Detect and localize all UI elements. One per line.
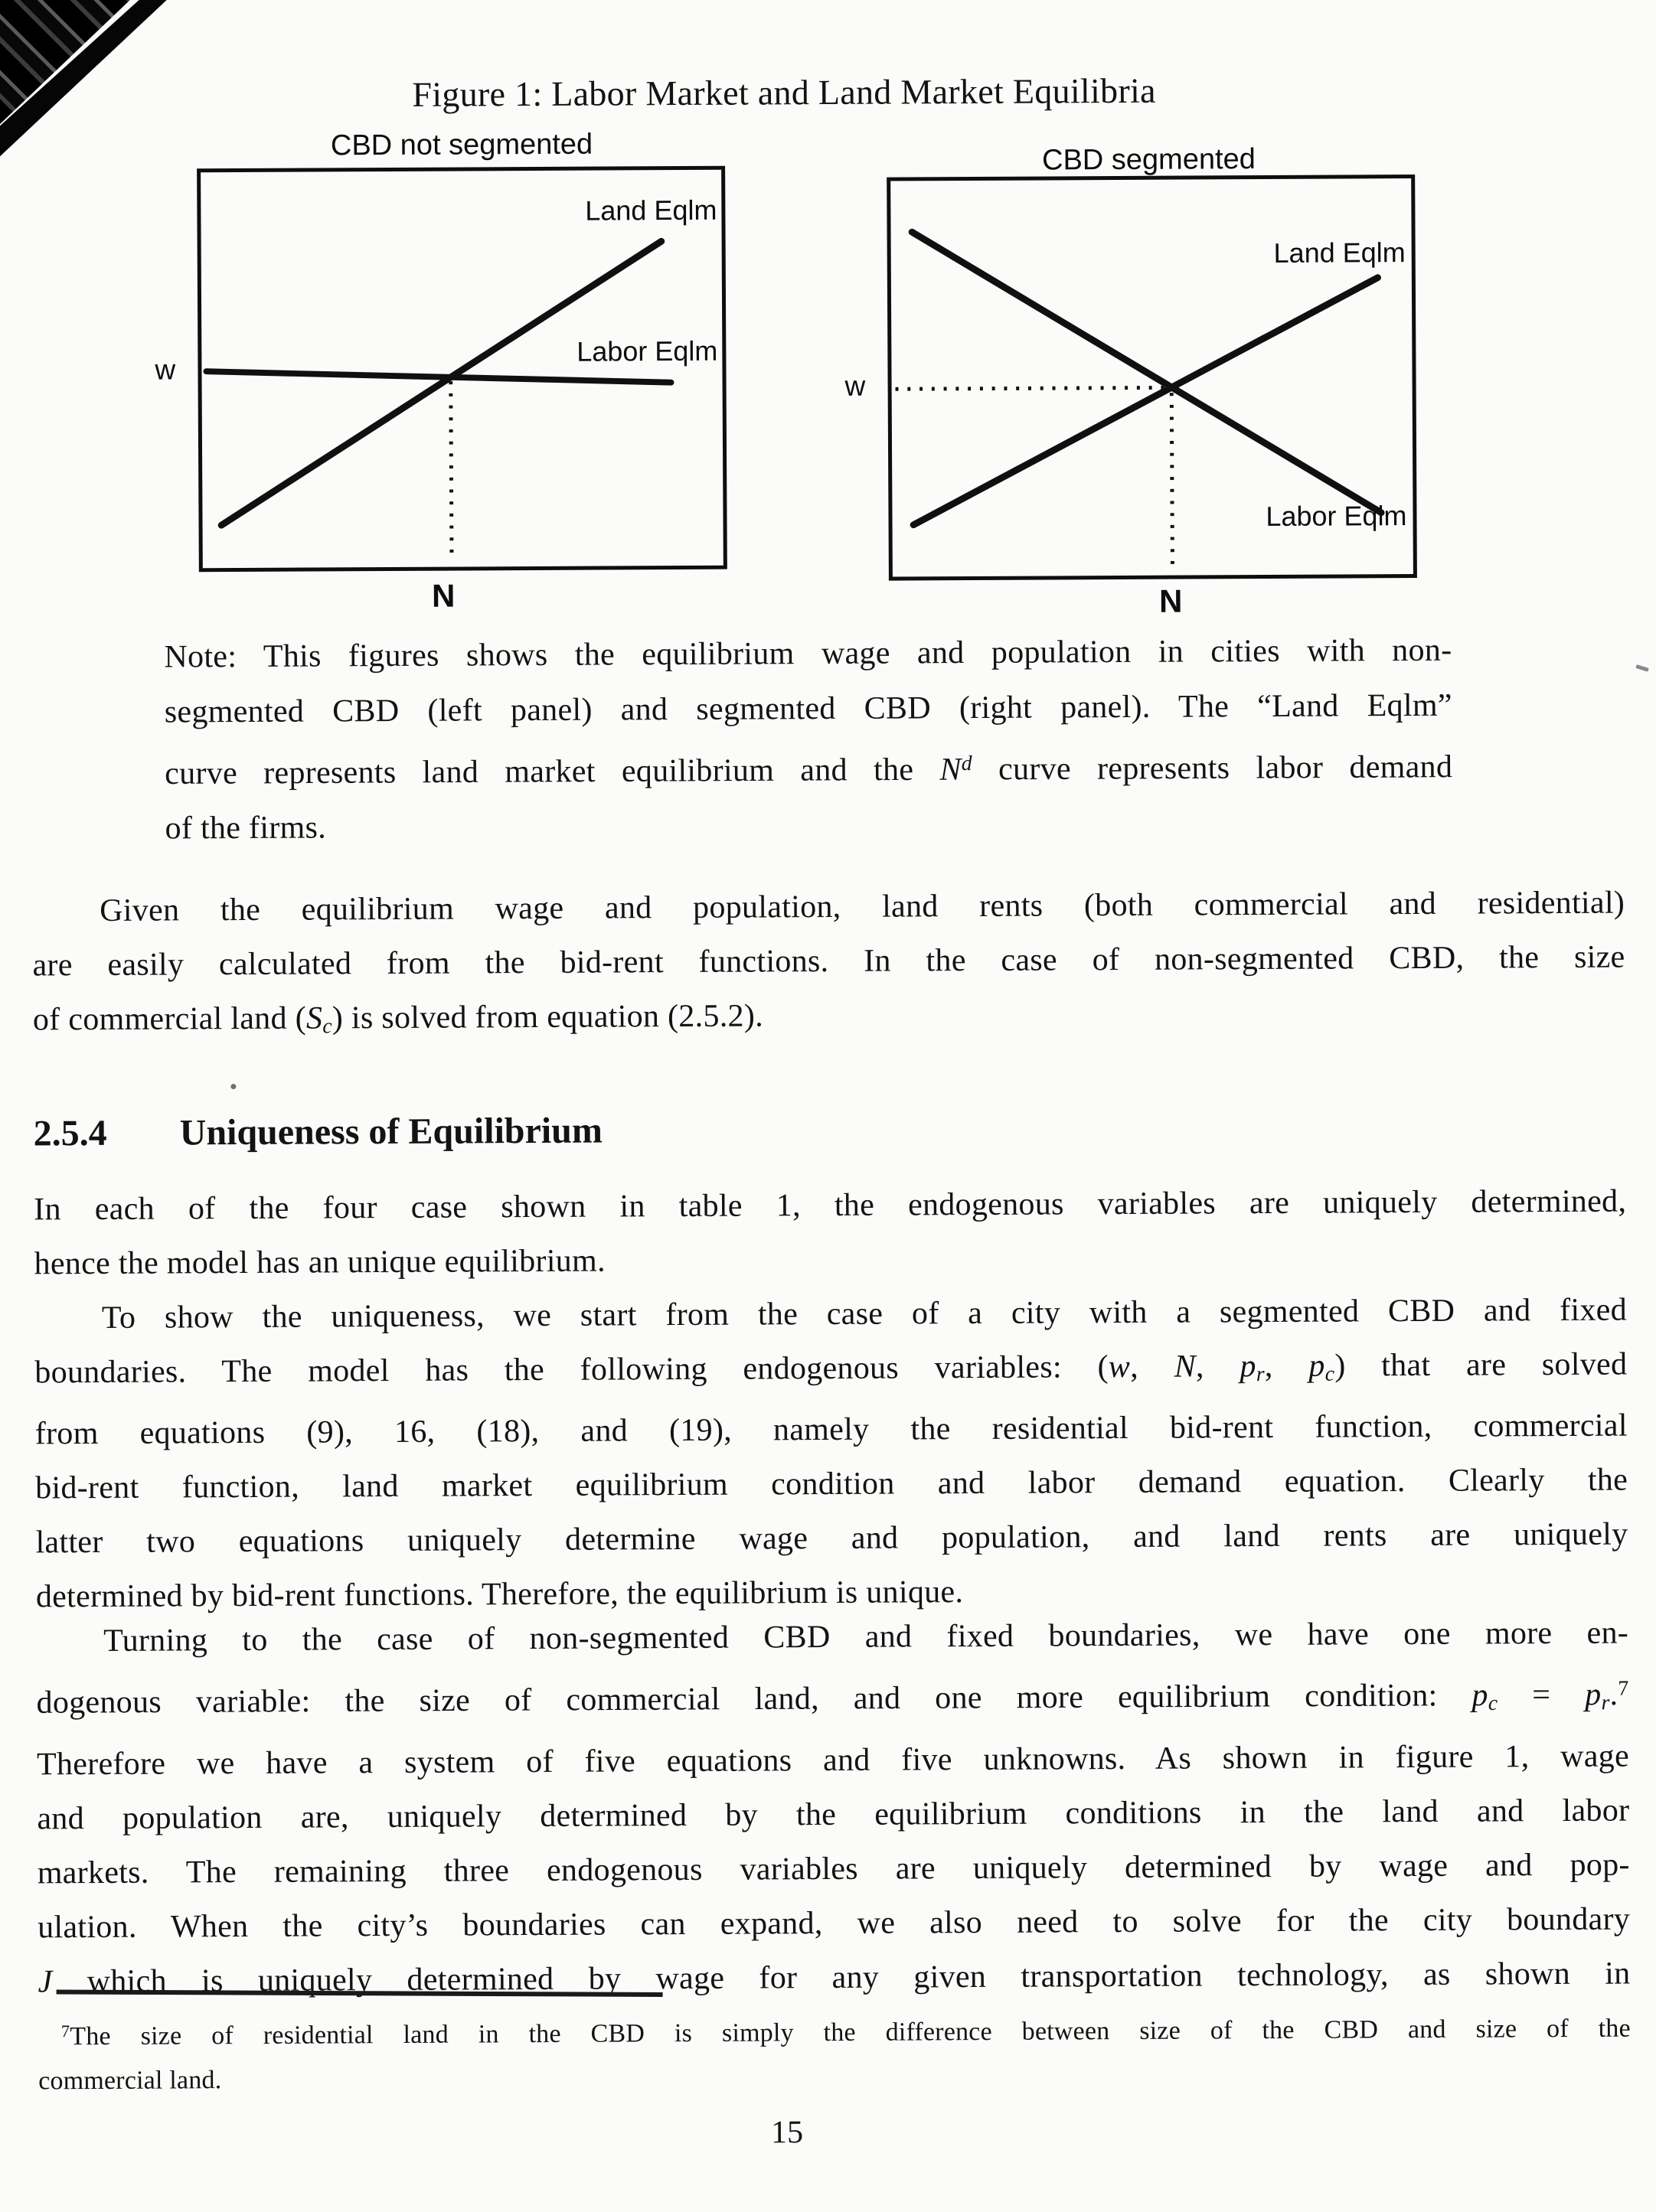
note-line: of the firms. <box>165 794 1452 856</box>
body-line: bid-rent function, land market equilibri… <box>35 1453 1628 1516</box>
paragraph-2: In each of the four case shown in table … <box>34 1175 1627 1292</box>
scan-speck <box>230 1084 237 1090</box>
body-line: Therefore we have a system of five equat… <box>37 1729 1629 1792</box>
note-line: segmented CBD (left panel) and segmented… <box>165 678 1452 740</box>
note-line: curve represents land market equilibrium… <box>165 733 1452 801</box>
body-line: markets. The remaining three endogenous … <box>38 1838 1630 1900</box>
body-line: from equations (9), 16, (18), and (19), … <box>35 1399 1628 1462</box>
body-line: latter two equations uniquely determine … <box>35 1508 1628 1571</box>
panel-right-plot <box>895 228 1385 569</box>
land-eqlm-line <box>910 274 1381 529</box>
panel-left-title: CBD not segmented <box>331 129 593 163</box>
body-line: boundaries. The model has the following … <box>34 1338 1627 1408</box>
panel-right-box: Land Eqlm Labor Eqlm <box>887 174 1417 581</box>
panel-left-plot <box>203 237 674 560</box>
body-line: To show the uniqueness, we start from th… <box>34 1284 1627 1346</box>
panel-left-box: Land Eqlm Labor Eqlm <box>197 165 727 573</box>
scan-artifact-stripes <box>0 0 133 127</box>
body-line: In each of the four case shown in table … <box>34 1175 1626 1238</box>
panel-right-title: CBD segmented <box>1042 143 1256 177</box>
section-number: 2.5.4 <box>34 1113 107 1154</box>
land-eqlm-label: Land Eqlm <box>1273 237 1405 269</box>
figure-note: Note: This figures shows the equilibrium… <box>164 623 1453 856</box>
labor-eqlm-line <box>908 228 1385 517</box>
scan-speck <box>1635 664 1649 672</box>
body-line: are easily calculated from the bid-rent … <box>32 931 1625 993</box>
footnote: 7The size of residential land in the CBD… <box>38 2002 1632 2104</box>
body-line: J which is uniquely determined by wage f… <box>38 1946 1630 2009</box>
labor-eqlm-line <box>203 368 674 386</box>
paragraph-1: Given the equilibrium wage and populatio… <box>32 876 1625 1055</box>
land-eqlm-line <box>217 237 665 529</box>
note-line: Note: This figures shows the equilibrium… <box>164 623 1452 685</box>
paragraph-4: Turning to the case of non-segmented CBD… <box>36 1607 1631 2009</box>
page-number: 15 <box>0 2110 1615 2155</box>
equilibrium-guide-vertical <box>1169 393 1174 569</box>
figure-title: Figure 1: Labor Market and Land Market E… <box>0 68 1612 117</box>
section-title: Uniqueness of Equilibrium <box>180 1111 603 1153</box>
scan-artifact-corner <box>0 0 199 184</box>
body-line: Turning to the case of non-segmented CBD… <box>36 1607 1628 1669</box>
land-eqlm-label: Land Eqlm <box>585 194 717 227</box>
labor-eqlm-label: Labor Eqlm <box>576 335 717 368</box>
labor-eqlm-label: Labor Eqlm <box>1266 500 1406 533</box>
body-line: hence the model has an unique equilibriu… <box>34 1229 1626 1292</box>
footnote-line: commercial land. <box>38 2051 1631 2104</box>
w-axis-label: w <box>155 354 175 386</box>
paragraph-3: To show the uniqueness, we start from th… <box>34 1284 1628 1625</box>
equilibrium-guide-vertical <box>449 381 454 560</box>
body-line: of commercial land (Sc) is solved from e… <box>33 985 1625 1055</box>
section-heading: 2.5.4 Uniqueness of Equilibrium <box>34 1104 1626 1155</box>
body-line: ulation. When the city’s boundaries can … <box>38 1892 1630 1955</box>
equilibrium-guide-horizontal <box>895 385 1168 391</box>
footnote-line: 7The size of residential land in the CBD… <box>38 2002 1631 2060</box>
body-line: and population are, uniquely determined … <box>37 1783 1629 1846</box>
w-axis-label: w <box>844 370 865 403</box>
n-axis-label: N <box>1159 583 1183 620</box>
body-line: Given the equilibrium wage and populatio… <box>32 876 1625 939</box>
n-axis-label: N <box>432 578 456 615</box>
body-line: dogenous variable: the size of commercia… <box>36 1661 1628 1737</box>
